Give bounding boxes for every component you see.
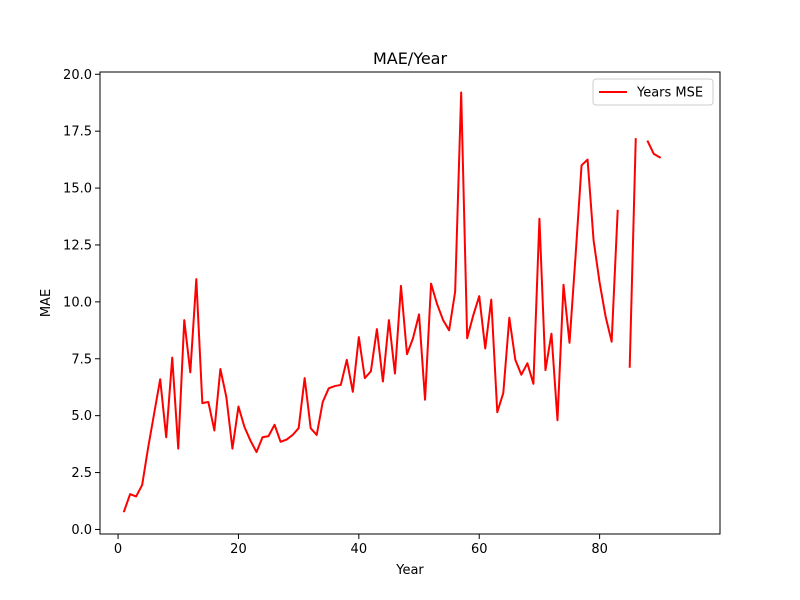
x-tick-label: 0 xyxy=(114,542,122,557)
series-0-line-segment-0 xyxy=(122,91,619,513)
chart-title: MAE/Year xyxy=(373,49,448,68)
y-axis-title: MAE xyxy=(39,289,54,317)
y-tick-label: 20.0 xyxy=(63,68,92,83)
y-tick-label: 10.0 xyxy=(63,295,92,310)
y-tick-label: 5.0 xyxy=(71,409,92,424)
x-tick-label: 40 xyxy=(351,542,368,557)
x-tick-label: 80 xyxy=(591,542,608,557)
y-tick-label: 12.5 xyxy=(63,238,92,253)
x-tick-label: 60 xyxy=(471,542,488,557)
legend-label: Years MSE xyxy=(636,86,703,101)
plot-area: 0 20 40 60 80 0.0 2.5 5.0 7.5 10.0 12.5 15.0 17.5 20.… xyxy=(63,68,721,557)
y-tick-label: 7.5 xyxy=(71,352,92,367)
y-tick-label: 17.5 xyxy=(63,125,92,140)
y-tick-label: 0.0 xyxy=(71,523,92,538)
x-tick-label: 20 xyxy=(230,542,247,557)
legend-box xyxy=(592,78,714,106)
axes-frame xyxy=(99,71,721,535)
series-0-line-segment-2 xyxy=(646,140,662,159)
x-axis-title: Year xyxy=(395,563,424,578)
y-tick-label: 2.5 xyxy=(71,466,92,481)
y-tick-label: 15.0 xyxy=(63,182,92,197)
series-0-line-segment-1 xyxy=(628,138,637,368)
legend: Years MSE xyxy=(592,78,714,106)
